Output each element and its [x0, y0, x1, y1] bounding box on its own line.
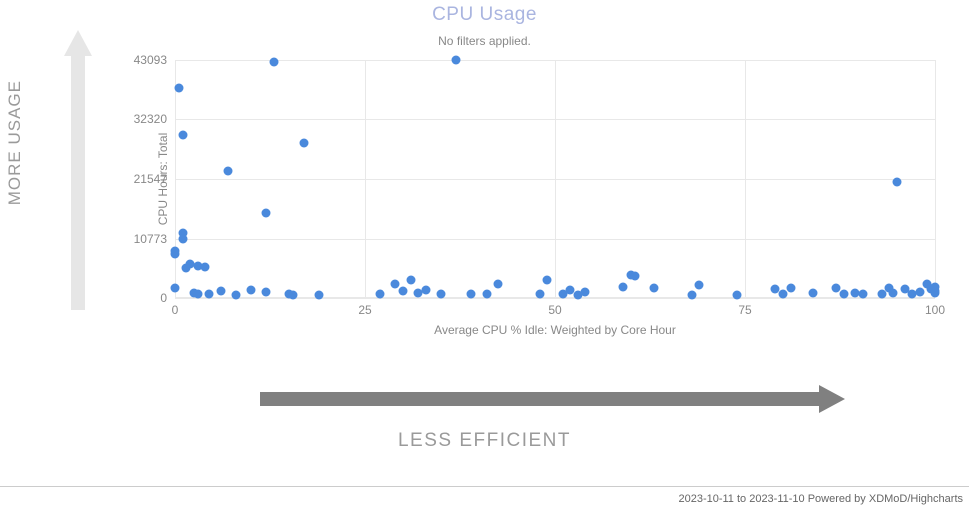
data-point[interactable] [535, 289, 544, 298]
x-tick-label: 25 [358, 303, 371, 317]
arrow-right-icon [819, 385, 845, 413]
data-point[interactable] [543, 276, 552, 285]
less-efficient-label: LESS EFFICIENT [0, 430, 969, 452]
less-efficient-arrow [260, 385, 845, 413]
x-tick-label: 0 [172, 303, 179, 317]
arrow-shaft [260, 392, 819, 406]
data-point[interactable] [231, 291, 240, 300]
data-point[interactable] [437, 290, 446, 299]
data-point[interactable] [733, 291, 742, 300]
data-point[interactable] [171, 249, 180, 258]
data-point[interactable] [178, 131, 187, 140]
data-point[interactable] [893, 178, 902, 187]
gridline-horizontal [175, 179, 935, 180]
data-point[interactable] [171, 284, 180, 293]
data-point[interactable] [467, 289, 476, 298]
data-point[interactable] [300, 139, 309, 148]
data-point[interactable] [779, 290, 788, 299]
data-point[interactable] [201, 263, 210, 272]
chart-container: CPU Usage No filters applied. MORE USAGE… [0, 0, 969, 509]
data-point[interactable] [581, 287, 590, 296]
data-point[interactable] [482, 290, 491, 299]
data-point[interactable] [376, 290, 385, 299]
y-tick-label: 10773 [134, 232, 167, 246]
data-point[interactable] [224, 166, 233, 175]
scatter-plot[interactable]: CPU Hours: Total Average CPU % Idle: Wei… [175, 60, 935, 298]
data-point[interactable] [877, 290, 886, 299]
data-point[interactable] [399, 286, 408, 295]
data-point[interactable] [630, 272, 639, 281]
data-point[interactable] [889, 289, 898, 298]
gridline-vertical [935, 60, 936, 297]
more-usage-label: MORE USAGE [5, 80, 25, 205]
data-point[interactable] [931, 282, 940, 291]
data-point[interactable] [649, 284, 658, 293]
x-tick-label: 50 [548, 303, 561, 317]
data-point[interactable] [687, 290, 696, 299]
arrow-up-icon [64, 30, 92, 56]
arrow-shaft [71, 56, 85, 310]
chart-subtitle: No filters applied. [0, 34, 969, 48]
data-point[interactable] [915, 288, 924, 297]
data-point[interactable] [262, 208, 271, 217]
data-point[interactable] [619, 282, 628, 291]
footer-text: 2023-10-11 to 2023-11-10 Powered by XDMo… [678, 493, 963, 505]
data-point[interactable] [262, 288, 271, 297]
data-point[interactable] [452, 56, 461, 65]
data-point[interactable] [786, 284, 795, 293]
data-point[interactable] [247, 286, 256, 295]
data-point[interactable] [421, 286, 430, 295]
data-point[interactable] [193, 289, 202, 298]
gridline-horizontal [175, 60, 935, 61]
gridline-horizontal [175, 119, 935, 120]
data-point[interactable] [406, 276, 415, 285]
x-tick-label: 75 [738, 303, 751, 317]
y-tick-label: 32320 [134, 112, 167, 126]
data-point[interactable] [839, 290, 848, 299]
data-point[interactable] [216, 287, 225, 296]
y-tick-label: 0 [160, 291, 167, 305]
data-point[interactable] [809, 289, 818, 298]
data-point[interactable] [315, 290, 324, 299]
data-point[interactable] [178, 234, 187, 243]
data-point[interactable] [288, 291, 297, 300]
y-tick-label: 21547 [134, 172, 167, 186]
data-point[interactable] [174, 84, 183, 93]
x-axis-label: Average CPU % Idle: Weighted by Core Hou… [175, 323, 935, 337]
more-usage-arrow [64, 30, 92, 310]
y-tick-label: 43093 [134, 53, 167, 67]
chart-title: CPU Usage [0, 4, 969, 26]
gridline-horizontal [175, 239, 935, 240]
footer-divider [0, 486, 969, 487]
data-point[interactable] [494, 279, 503, 288]
data-point[interactable] [205, 290, 214, 299]
data-point[interactable] [269, 57, 278, 66]
data-point[interactable] [695, 280, 704, 289]
x-tick-label: 100 [925, 303, 945, 317]
data-point[interactable] [858, 289, 867, 298]
